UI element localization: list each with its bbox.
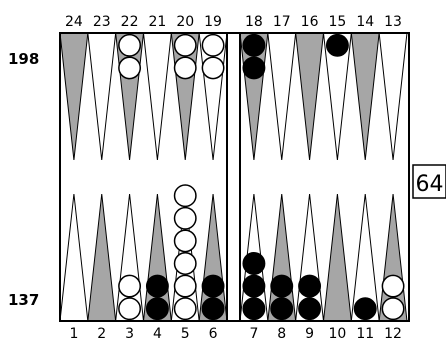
left-board-border [59,32,228,322]
point-number-top: 22 [121,14,139,30]
doubling-cube-value: 64 [416,172,444,197]
black-checker[interactable] [242,56,266,80]
point-number-bottom: 1 [69,326,78,340]
point-23[interactable] [87,32,117,161]
black-checker[interactable] [242,274,266,298]
white-checker[interactable] [173,229,197,253]
white-checker[interactable] [118,56,142,80]
point-number-bottom: 6 [209,326,218,340]
black-checker[interactable] [353,297,377,321]
black-checker[interactable] [298,297,322,321]
white-checker[interactable] [201,56,225,80]
point-24[interactable] [59,32,89,161]
white-checker[interactable] [173,274,197,298]
board-frame [59,32,410,322]
point-14[interactable] [350,32,380,161]
point-number-top: 14 [356,14,374,30]
score-bottom: 137 [8,291,39,309]
point-17[interactable] [267,32,297,161]
point-number-bottom: 4 [153,326,162,340]
white-checker[interactable] [173,252,197,275]
point-number-bottom: 8 [277,326,286,340]
black-checker[interactable] [201,297,225,321]
point-13[interactable] [378,32,408,161]
point-number-top: 18 [245,14,263,30]
point-number-top: 21 [148,14,166,30]
point-number-top: 23 [93,14,111,30]
black-checker[interactable] [242,33,266,57]
black-checker[interactable] [242,252,266,275]
white-checker[interactable] [173,56,197,80]
white-checker[interactable] [381,297,405,321]
black-checker[interactable] [325,33,349,57]
white-checker[interactable] [173,33,197,57]
white-checker[interactable] [173,297,197,321]
white-checker[interactable] [381,274,405,298]
white-checker[interactable] [201,33,225,57]
point-16[interactable] [295,32,325,161]
point-21[interactable] [142,32,172,161]
point-10[interactable] [322,193,352,322]
checkers [118,33,405,321]
point-number-bottom: 10 [328,326,346,340]
point-number-bottom: 9 [305,326,314,340]
doubling-cube-box [412,164,446,199]
point-number-top: 13 [384,14,402,30]
point-number-top: 16 [301,14,319,30]
point-number-top: 19 [204,14,222,30]
black-checker[interactable] [270,274,294,298]
black-checker[interactable] [242,297,266,321]
white-checker[interactable] [118,274,142,298]
white-checker[interactable] [118,297,142,321]
point-number-top: 24 [65,14,83,30]
point-number-top: 20 [176,14,194,30]
point-1[interactable] [59,193,89,322]
score-top: 198 [8,50,39,68]
white-checker[interactable] [173,184,197,208]
point-number-bottom: 12 [384,326,402,340]
point-number-bottom: 11 [356,326,374,340]
black-checker[interactable] [201,274,225,298]
bar[interactable] [226,32,241,322]
black-checker[interactable] [270,297,294,321]
doubling-cube: 64 [412,164,446,199]
point-number-top: 17 [273,14,291,30]
point-number-bottom: 3 [125,326,134,340]
point-numbers: 24 23 22 21 20 19 18 17 16 15 14 131 2 3 4 5 6 7 8 9 10 11 12 [65,14,402,340]
point-number-bottom: 7 [249,326,258,340]
black-checker[interactable] [298,274,322,298]
black-checker[interactable] [145,297,169,321]
point-2[interactable] [87,193,117,322]
point-number-bottom: 5 [181,326,190,340]
point-number-top: 15 [328,14,346,30]
point-number-bottom: 2 [97,326,106,340]
white-checker[interactable] [173,206,197,230]
black-checker[interactable] [145,274,169,298]
white-checker[interactable] [118,33,142,57]
